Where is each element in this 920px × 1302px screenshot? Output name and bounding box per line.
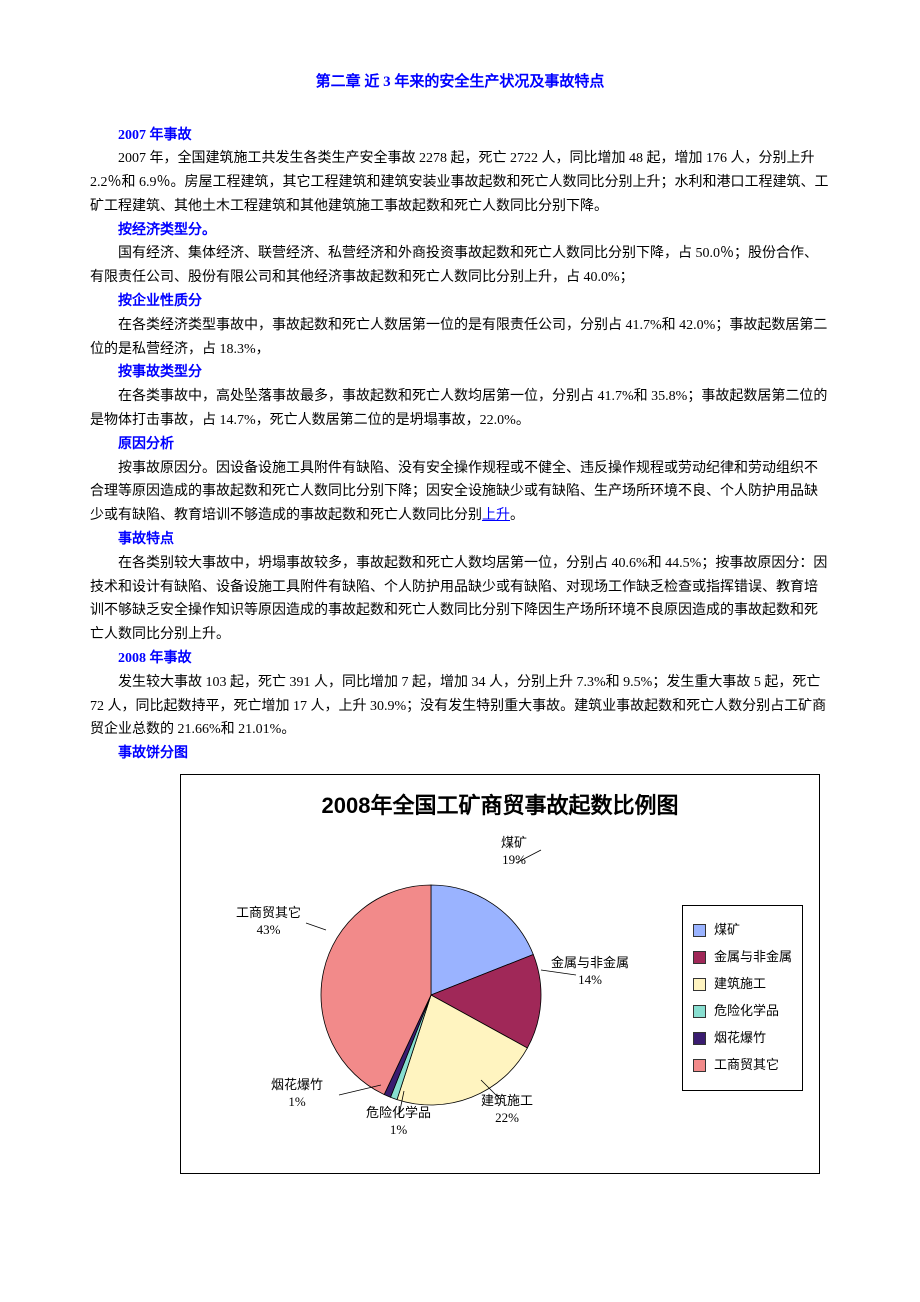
legend-label: 危险化学品 bbox=[714, 1000, 779, 1022]
legend-label: 烟花爆竹 bbox=[714, 1027, 766, 1049]
para-2008: 发生较大事故 103 起，死亡 391 人，同比增加 7 起，增加 34 人，分… bbox=[90, 671, 830, 742]
heading-accident-type: 按事故类型分 bbox=[118, 361, 830, 385]
link-rise[interactable]: 上升 bbox=[482, 508, 510, 523]
legend-item: 建筑施工 bbox=[693, 973, 792, 995]
legend-item: 烟花爆竹 bbox=[693, 1027, 792, 1049]
para-cause: 按事故原因分。因设备设施工具附件有缺陷、没有安全操作规程或不健全、违反操作规程或… bbox=[90, 457, 830, 528]
para-enterprise: 在各类经济类型事故中，事故起数和死亡人数居第一位的是有限责任公司，分别占 41.… bbox=[90, 314, 830, 362]
legend-swatch bbox=[693, 1059, 706, 1072]
chart-title: 2008年全国工矿商贸事故起数比例图 bbox=[181, 775, 819, 824]
heading-features: 事故特点 bbox=[118, 528, 830, 552]
pie-slice-label: 金属与非金属14% bbox=[551, 955, 629, 989]
legend-box: 煤矿金属与非金属建筑施工危险化学品烟花爆竹工商贸其它 bbox=[682, 905, 803, 1091]
pie-svg bbox=[301, 865, 561, 1125]
legend-label: 工商贸其它 bbox=[714, 1054, 779, 1076]
legend-item: 金属与非金属 bbox=[693, 946, 792, 968]
pie-slice-label: 建筑施工22% bbox=[481, 1093, 533, 1127]
para-2007: 2007 年，全国建筑施工共发生各类生产安全事故 2278 起，死亡 2722 … bbox=[90, 147, 830, 218]
legend-label: 建筑施工 bbox=[714, 973, 766, 995]
heading-2007: 2007 年事故 bbox=[118, 124, 830, 148]
heading-econ-type: 按经济类型分。 bbox=[118, 219, 830, 243]
legend-item: 煤矿 bbox=[693, 919, 792, 941]
heading-piechart: 事故饼分图 bbox=[118, 742, 830, 766]
pie-slice-label: 煤矿19% bbox=[501, 835, 527, 869]
legend-item: 危险化学品 bbox=[693, 1000, 792, 1022]
legend-label: 煤矿 bbox=[714, 919, 740, 941]
pie-chart-container: 2008年全国工矿商贸事故起数比例图 煤矿19% 金属与非金属14% 建筑施工22%… bbox=[180, 774, 820, 1174]
pie-slice-label: 危险化学品1% bbox=[366, 1105, 431, 1139]
para-cause-text: 按事故原因分。因设备设施工具附件有缺陷、没有安全操作规程或不健全、违反操作规程或… bbox=[90, 461, 818, 524]
para-econ-type: 国有经济、集体经济、联营经济、私营经济和外商投资事故起数和死亡人数同比分别下降，… bbox=[90, 242, 830, 290]
pie-slice-label: 烟花爆竹1% bbox=[271, 1077, 323, 1111]
legend-item: 工商贸其它 bbox=[693, 1054, 792, 1076]
legend-swatch bbox=[693, 1005, 706, 1018]
heading-cause: 原因分析 bbox=[118, 433, 830, 457]
legend-swatch bbox=[693, 978, 706, 991]
legend-swatch bbox=[693, 924, 706, 937]
pie-slice-label: 工商贸其它43% bbox=[236, 905, 301, 939]
para-cause-end: 。 bbox=[510, 508, 524, 523]
legend-swatch bbox=[693, 1032, 706, 1045]
heading-2008: 2008 年事故 bbox=[118, 647, 830, 671]
legend-swatch bbox=[693, 951, 706, 964]
heading-enterprise: 按企业性质分 bbox=[118, 290, 830, 314]
para-features: 在各类别较大事故中，坍塌事故较多，事故起数和死亡人数均居第一位，分别占 40.6… bbox=[90, 552, 830, 647]
chapter-title: 第二章 近 3 年来的安全生产状况及事故特点 bbox=[90, 70, 830, 96]
para-accident-type: 在各类事故中，高处坠落事故最多，事故起数和死亡人数均居第一位，分别占 41.7%… bbox=[90, 385, 830, 433]
legend-label: 金属与非金属 bbox=[714, 946, 792, 968]
